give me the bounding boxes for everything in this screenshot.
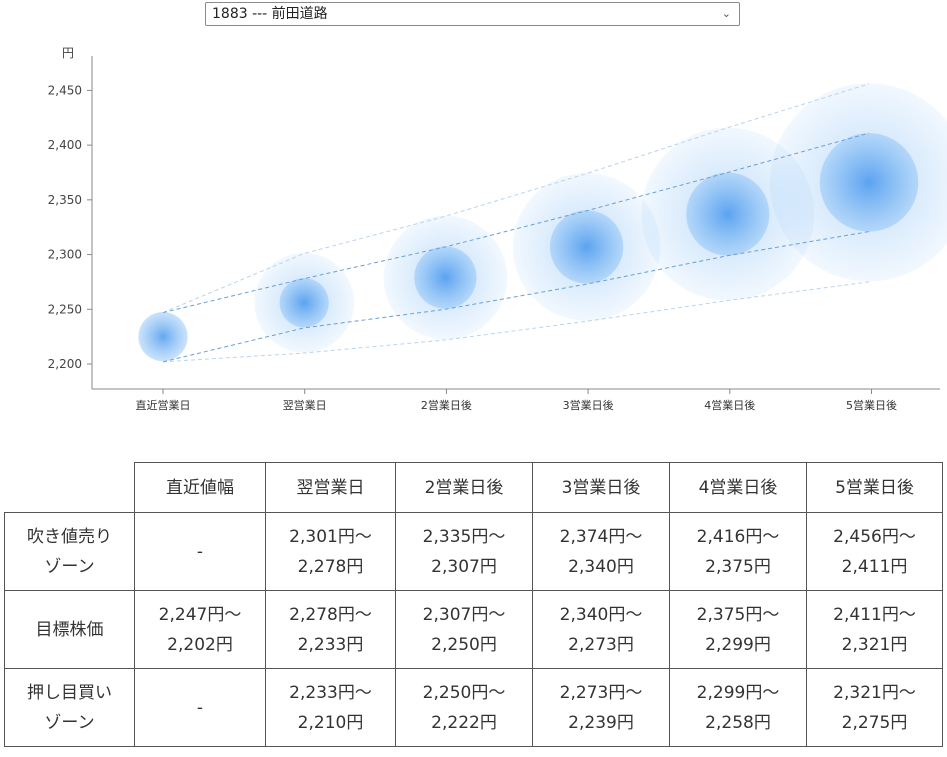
target-bubble bbox=[138, 312, 188, 362]
cell-line: - bbox=[196, 697, 204, 718]
target-low-line bbox=[162, 231, 870, 363]
x-tick-label: 4営業日後 bbox=[704, 398, 755, 412]
table-cell: 2,233円～ 2,210円 bbox=[265, 668, 396, 747]
table-cell: 2,340円～ 2,273円 bbox=[532, 590, 670, 669]
stock-select-value: 1883 --- 前田道路 bbox=[212, 6, 328, 22]
table-header-row: 直近値幅 翌営業日 2営業日後 3営業日後 4営業日後 5営業日後 bbox=[4, 462, 943, 513]
table-cell: 2,273円～ 2,239円 bbox=[532, 668, 670, 747]
cell-line: 2,374円～ bbox=[559, 526, 643, 547]
row-label-line: ゾーン bbox=[44, 556, 95, 577]
y-tick-label: 2,200 bbox=[48, 357, 82, 371]
row-label-line: 目標株価 bbox=[35, 619, 104, 640]
table-cell: 2,456円～ 2,411円 bbox=[806, 512, 943, 591]
table-cell: 2,278円～ 2,233円 bbox=[265, 590, 396, 669]
table-cell: 2,250円～ 2,222円 bbox=[395, 668, 533, 747]
target-high-line bbox=[162, 132, 870, 314]
table-header-cell: 直近値幅 bbox=[134, 462, 266, 513]
cell-line: 2,278円～ bbox=[289, 604, 372, 625]
y-tick-label: 2,300 bbox=[48, 248, 82, 262]
table-cell: 2,321円～ 2,275円 bbox=[806, 668, 943, 747]
cell-line: 2,411円～ bbox=[833, 604, 916, 625]
table-header-cell: 3営業日後 bbox=[532, 462, 670, 513]
x-tick-label: 2営業日後 bbox=[421, 398, 472, 412]
table-cell: 2,301円～ 2,278円 bbox=[265, 512, 396, 591]
table-header-cell: 2営業日後 bbox=[395, 462, 533, 513]
cell-line: 2,239円 bbox=[568, 712, 634, 733]
table-cell: 2,416円～ 2,375円 bbox=[669, 512, 807, 591]
x-tick-label: 翌営業日 bbox=[283, 398, 327, 412]
table-cell: 2,335円～ 2,307円 bbox=[395, 512, 533, 591]
row-label-line: ゾーン bbox=[44, 712, 95, 733]
outer-high-line bbox=[162, 83, 870, 314]
row-label: 吹き値売り ゾーン bbox=[4, 512, 135, 591]
target-bubble bbox=[414, 246, 477, 309]
cell-line: 2,233円～ bbox=[289, 682, 372, 703]
table-row: 目標株価 2,247円～ 2,202円 2,278円～ 2,233円 2,307円～ 2,2… bbox=[4, 590, 943, 669]
table-cell: 2,299円～ 2,258円 bbox=[669, 668, 807, 747]
row-label-line: 吹き値売り bbox=[27, 526, 112, 547]
cell-line: 2,307円～ bbox=[422, 604, 506, 625]
cell-line: 2,275円 bbox=[841, 712, 908, 733]
table-cell: - bbox=[134, 512, 266, 591]
y-tick-label: 2,250 bbox=[48, 302, 82, 316]
cell-line: 2,307円 bbox=[431, 556, 497, 577]
cell-line: 2,202円 bbox=[167, 634, 233, 655]
price-forecast-chart: 円 2,200 2,250 2,300 2,350 2,400 2,450 直近営業日 翌営業日… bbox=[48, 46, 947, 412]
cell-line: 2,416円～ bbox=[696, 526, 780, 547]
cell-line: 2,301円～ bbox=[289, 526, 372, 547]
cell-line: 2,222円 bbox=[431, 712, 497, 733]
table-cell: 2,411円～ 2,321円 bbox=[806, 590, 943, 669]
table-cell: 2,247円～ 2,202円 bbox=[134, 590, 266, 669]
cell-line: 2,299円 bbox=[705, 634, 771, 655]
target-bubble bbox=[279, 278, 329, 328]
cell-line: 2,278円 bbox=[297, 556, 364, 577]
cell-line: 2,273円～ bbox=[559, 682, 643, 703]
y-tick-label: 2,350 bbox=[48, 193, 82, 207]
cell-line: 2,335円～ bbox=[422, 526, 506, 547]
x-tick-label: 5営業日後 bbox=[846, 398, 897, 412]
table-header-cell: 4営業日後 bbox=[669, 462, 807, 513]
chevron-down-icon: ⌄ bbox=[721, 7, 731, 20]
target-bubble bbox=[686, 172, 770, 256]
row-label: 目標株価 bbox=[4, 590, 135, 669]
cell-line: 2,233円 bbox=[297, 634, 364, 655]
table-row: 吹き値売りゾーン - 2,301円～ 2,278円 2,335円～ 2,307円 2,374… bbox=[4, 512, 943, 591]
table-corner-cell bbox=[4, 462, 135, 513]
stock-select[interactable]: 1883 --- 前田道路 ⌄ bbox=[205, 2, 740, 26]
cell-line: 2,250円 bbox=[431, 634, 497, 655]
cell-line: 2,321円 bbox=[841, 634, 908, 655]
cell-line: 2,340円 bbox=[568, 556, 634, 577]
x-tick-label: 3営業日後 bbox=[563, 398, 614, 412]
table-header-cell: 翌営業日 bbox=[265, 462, 396, 513]
y-axis-unit-label: 円 bbox=[62, 46, 74, 60]
table-cell: 2,374円～ 2,340円 bbox=[532, 512, 670, 591]
table-header-cell: 5営業日後 bbox=[806, 462, 943, 513]
table-cell: 2,307円～ 2,250円 bbox=[395, 590, 533, 669]
y-tick-label: 2,400 bbox=[48, 138, 82, 152]
forecast-table: 直近値幅 翌営業日 2営業日後 3営業日後 4営業日後 5営業日後吹き値売りゾーン - 2,3… bbox=[4, 462, 943, 747]
cell-line: 2,210円 bbox=[297, 712, 364, 733]
row-label-line: 押し目買い bbox=[27, 682, 112, 703]
x-tick-label: 直近営業日 bbox=[136, 398, 191, 412]
cell-line: 2,411円 bbox=[841, 556, 908, 577]
row-label: 押し目買い ゾーン bbox=[4, 668, 135, 747]
cell-line: 2,375円 bbox=[705, 556, 771, 577]
cell-line: 2,273円 bbox=[568, 634, 634, 655]
cell-line: 2,250円～ bbox=[422, 682, 506, 703]
table-cell: 2,375円～ 2,299円 bbox=[669, 590, 807, 669]
cell-line: 2,321円～ bbox=[833, 682, 916, 703]
cell-line: 2,340円～ bbox=[559, 604, 643, 625]
cell-line: 2,258円 bbox=[705, 712, 771, 733]
cell-line: 2,456円～ bbox=[833, 526, 916, 547]
y-tick-label: 2,450 bbox=[48, 83, 82, 97]
cell-line: 2,299円～ bbox=[696, 682, 780, 703]
table-row: 押し目買いゾーン - 2,233円～ 2,210円 2,250円～ 2,222円 2,273… bbox=[4, 668, 943, 747]
cell-line: 2,375円～ bbox=[696, 604, 780, 625]
cell-line: 2,247円～ bbox=[158, 604, 242, 625]
target-bubble bbox=[819, 133, 919, 232]
target-bubble bbox=[549, 210, 624, 284]
table-cell: - bbox=[134, 668, 266, 747]
cell-line: - bbox=[196, 541, 204, 562]
